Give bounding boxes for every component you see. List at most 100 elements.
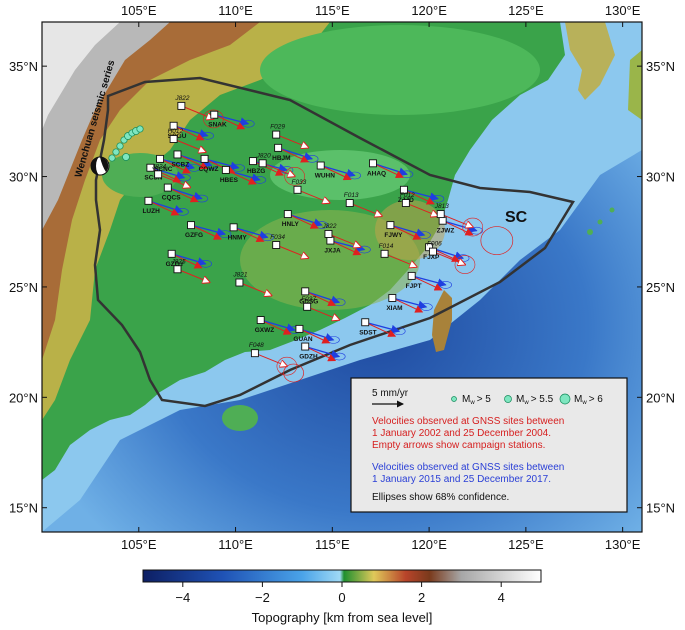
campaign-site-label: F006 xyxy=(427,241,442,248)
campaign-site-label: F037 xyxy=(301,296,316,303)
sc-block-boundary xyxy=(93,76,575,408)
legend-red-line-2: 1 January 2002 and 25 December 2004. xyxy=(372,428,551,439)
legend-box xyxy=(350,377,628,513)
campaign-site-marker xyxy=(293,185,302,194)
gnss-site-marker xyxy=(301,342,310,351)
gnss-site-label: HBJM xyxy=(272,155,290,162)
red-error-ellipse xyxy=(203,109,224,129)
legend-mw5-marker xyxy=(451,396,457,402)
gnss-site-label: XIAM xyxy=(386,305,402,312)
earthquake-marker xyxy=(116,142,124,150)
southeast-hills xyxy=(240,210,420,310)
lon-label-top: 125°E xyxy=(508,3,544,18)
lon-label-bottom: 105°E xyxy=(121,537,157,552)
lat-label-left: 30°N xyxy=(9,170,38,185)
gnss-site-label: AHAQ xyxy=(367,170,386,177)
gnss-site-label: FJXP xyxy=(423,254,440,261)
sichuan-basin xyxy=(102,153,178,197)
campaign-site-label: J813 xyxy=(434,203,449,210)
red-campaign-vector xyxy=(276,134,308,148)
svg-text:Mw> 5: Mw > 5 xyxy=(462,394,491,406)
gnss-site-marker xyxy=(229,223,238,232)
red-campaign-vector xyxy=(432,251,465,265)
svg-text:Mw> 6: Mw > 6 xyxy=(574,394,603,406)
legend-mw5-sub: w xyxy=(469,400,475,406)
red-vector xyxy=(177,154,209,170)
gnss-site-marker xyxy=(283,210,292,219)
gnss-site-label: GXWZ xyxy=(255,327,275,334)
lon-label-top: 115°E xyxy=(315,3,350,18)
gnss-site-label: WUHN xyxy=(315,173,336,180)
red-campaign-vector xyxy=(405,202,438,216)
red-vector xyxy=(173,125,205,141)
lon-label-top: 130°E xyxy=(605,3,641,18)
red-vector xyxy=(392,297,424,313)
colorbar-gradient xyxy=(142,569,542,583)
campaign-site-marker xyxy=(154,170,163,179)
earthquake-marker xyxy=(122,153,130,161)
gnss-site-marker xyxy=(249,157,257,166)
legend-mw6-sub: w xyxy=(581,400,587,406)
earthquake-marker xyxy=(112,148,120,156)
north-plain xyxy=(260,25,540,115)
red-vector xyxy=(411,275,443,291)
legend-red-line-1: Velocities observed at GNSS sites betwee… xyxy=(372,416,564,427)
islet xyxy=(609,207,615,213)
campaign-site-marker xyxy=(173,265,182,274)
red-error-ellipse xyxy=(462,217,484,237)
red-campaign-vector xyxy=(177,268,209,282)
campaign-site-label: J820 xyxy=(256,152,271,159)
red-campaign-vector xyxy=(239,282,271,296)
lon-label-top: 110°E xyxy=(218,3,253,18)
seismic-events xyxy=(108,125,144,162)
gnss-site-marker xyxy=(295,324,304,333)
red-campaign-vector xyxy=(276,244,308,258)
hainan xyxy=(222,405,258,431)
gnss-site-marker xyxy=(301,287,310,296)
red-error-ellipse xyxy=(284,166,305,186)
gnss-site-label: CQWZ xyxy=(199,166,219,173)
red-vector xyxy=(277,147,310,163)
campaign-site-marker xyxy=(250,349,259,358)
gnss-site-label: CQCS xyxy=(162,195,181,202)
campaign-site-marker xyxy=(380,249,389,258)
campaign-site-marker xyxy=(272,241,281,249)
campaign-site-label: F014 xyxy=(379,243,394,250)
colorbar-ticks: −4 −2 0 2 4 xyxy=(175,582,505,605)
campaign-site-marker xyxy=(324,229,333,238)
red-vector xyxy=(403,189,435,205)
campaign-site-label: F013 xyxy=(344,192,359,199)
legend-scale-label: 5 mm/yr xyxy=(372,388,409,399)
red-vector xyxy=(159,158,191,174)
legend-mw6-m: M xyxy=(574,394,582,405)
red-campaign-vector xyxy=(349,202,382,216)
red-campaign-vector xyxy=(306,306,339,320)
red-error-ellipse xyxy=(480,226,514,255)
lat-label-right: 30°N xyxy=(646,170,675,185)
red-campaign-vector xyxy=(384,253,417,267)
lat-label-right: 25°N xyxy=(646,280,675,295)
focal-mechanism-icon xyxy=(90,156,110,176)
gnss-site-label: HBES xyxy=(220,177,239,184)
gnss-site-marker xyxy=(274,143,283,152)
red-vector xyxy=(252,160,284,176)
highland xyxy=(42,22,330,420)
gnss-site-marker xyxy=(146,163,155,172)
campaign-site-label: J822 xyxy=(321,223,336,230)
campaign-site-label: J822 xyxy=(174,95,189,102)
colorbar-tick-label: 4 xyxy=(498,590,505,605)
red-vector xyxy=(225,169,257,185)
lat-label-left: 35°N xyxy=(9,59,38,74)
red-vector xyxy=(442,220,474,236)
red-vector xyxy=(305,290,337,307)
legend-mw5-value: > 5 xyxy=(477,394,492,405)
campaign-site-marker xyxy=(169,135,178,143)
svg-text:Mw> 5.5: Mw > 5.5 xyxy=(516,394,554,406)
red-vector xyxy=(390,224,422,240)
campaign-site-marker xyxy=(235,278,244,287)
red-vector xyxy=(171,253,203,269)
red-campaign-vector xyxy=(157,173,190,187)
gnss-site-label: SNAK xyxy=(208,122,227,129)
gnss-site-marker xyxy=(144,196,153,205)
legend-mw6-value: > 6 xyxy=(589,394,604,405)
